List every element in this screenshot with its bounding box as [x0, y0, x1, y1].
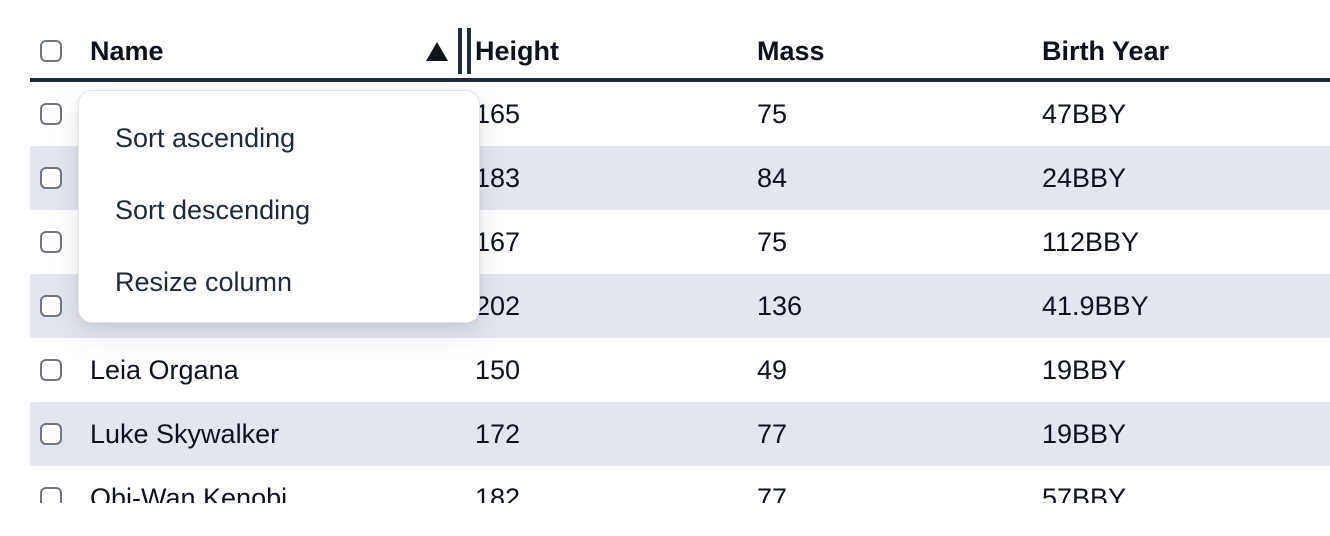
cell-mass: 75	[757, 98, 788, 129]
resize-bar-icon	[467, 28, 471, 74]
cell-height: 202	[475, 290, 521, 321]
cell-height: 150	[475, 354, 521, 385]
cell-mass: 84	[757, 162, 788, 193]
cell-birth-year: 19BBY	[1042, 418, 1127, 449]
row-select-checkbox[interactable]	[40, 167, 62, 189]
row-select-checkbox[interactable]	[40, 423, 62, 445]
row-select-checkbox[interactable]	[40, 231, 62, 253]
cell-height: 182	[475, 482, 521, 504]
row-select-checkbox[interactable]	[40, 359, 62, 381]
cell-name: Leia Organa	[90, 354, 239, 385]
menu-item-resize-column[interactable]: Resize column	[115, 266, 293, 297]
column-header-height[interactable]: Height	[475, 35, 559, 66]
cell-height: 167	[475, 226, 521, 257]
cell-birth-year: 41.9BBY	[1042, 290, 1149, 321]
cell-mass: 75	[757, 226, 788, 257]
column-header-name[interactable]: Name	[90, 24, 475, 78]
row-select-checkbox[interactable]	[40, 295, 62, 317]
column-header-mass[interactable]: Mass	[757, 35, 825, 66]
cell-birth-year: 47BBY	[1042, 98, 1127, 129]
sort-ascending-icon	[426, 41, 448, 61]
cell-height: 165	[475, 98, 521, 129]
cell-name: Luke Skywalker	[90, 418, 280, 449]
cell-birth-year: 19BBY	[1042, 354, 1127, 385]
column-resize-handle[interactable]	[458, 28, 471, 74]
column-header-name-label: Name	[90, 35, 164, 66]
cell-mass: 77	[757, 482, 788, 504]
cell-birth-year: 57BBY	[1042, 482, 1127, 504]
table-row[interactable]: 167 75 112BBY	[30, 210, 1330, 274]
select-all-cell	[30, 40, 90, 62]
select-all-checkbox[interactable]	[40, 40, 62, 62]
menu-item-sort-ascending[interactable]: Sort ascending	[115, 122, 296, 153]
menu-item-sort-descending[interactable]: Sort descending	[115, 194, 311, 225]
column-context-menu: Sort ascending Sort descending Resize co…	[78, 90, 480, 323]
table-row[interactable]: 165 75 47BBY	[30, 82, 1330, 146]
table-row[interactable]: Leia Organa 150 49 19BBY	[30, 338, 1330, 402]
table-row[interactable]: Obi-Wan Kenobi 182 77 57BBY	[30, 466, 1330, 503]
cell-mass: 77	[757, 418, 788, 449]
cell-name: Obi-Wan Kenobi	[90, 482, 288, 504]
row-select-checkbox[interactable]	[40, 103, 62, 125]
cell-birth-year: 24BBY	[1042, 162, 1127, 193]
cell-height: 183	[475, 162, 521, 193]
column-header-birth-year[interactable]: Birth Year	[1042, 35, 1170, 66]
resize-bar-icon	[458, 28, 462, 74]
table-row[interactable]: Luke Skywalker 172 77 19BBY	[30, 402, 1330, 466]
row-select-checkbox[interactable]	[40, 487, 62, 503]
cell-birth-year: 112BBY	[1042, 226, 1140, 257]
cell-mass: 49	[757, 354, 788, 385]
cell-mass: 136	[757, 290, 803, 321]
table-header-row: Name Height Mass Birth Year	[30, 0, 1330, 82]
cell-height: 172	[475, 418, 521, 449]
